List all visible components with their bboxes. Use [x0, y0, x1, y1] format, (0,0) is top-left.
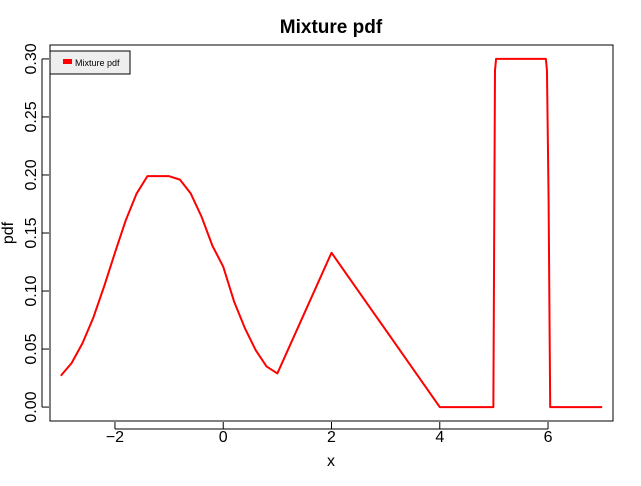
series-line-mixture-pdf [60, 57, 603, 409]
y-tick-label: 0.20 [23, 159, 40, 190]
x-axis-label: x [327, 453, 335, 470]
legend-box [49, 50, 131, 75]
x-tick-label: 6 [544, 429, 553, 446]
y-tick-label: 0.30 [23, 43, 40, 74]
y-tick-label: 0.05 [23, 333, 40, 364]
legend-label-mixture-pdf: Mixture pdf [75, 58, 120, 68]
x-axis: −2 0 2 4 6 [106, 422, 553, 446]
y-axis-label: pdf [0, 221, 17, 244]
legend-swatch-mixture-pdf [63, 59, 72, 64]
chart-title: Mixture pdf [280, 17, 383, 38]
x-tick-label: 4 [435, 429, 444, 446]
y-tick-label: 0.25 [23, 101, 40, 132]
y-tick-label: 0.15 [23, 217, 40, 248]
y-tick-label: 0.10 [23, 275, 40, 306]
series-layer [60, 57, 603, 409]
x-tick-label: 0 [219, 429, 228, 446]
plot-area-frame [49, 44, 614, 422]
x-tick-label: −2 [106, 429, 124, 446]
y-tick-label: 0.00 [23, 391, 40, 422]
y-axis: 0.00 0.05 0.10 0.15 0.20 0.25 0.30 [23, 43, 49, 423]
x-tick-label: 2 [327, 429, 336, 446]
legend: Mixture pdf [49, 50, 131, 75]
